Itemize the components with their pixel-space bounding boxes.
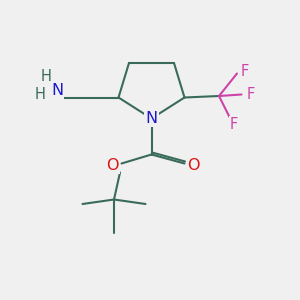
Text: O: O bbox=[106, 158, 119, 172]
Text: H: H bbox=[40, 69, 51, 84]
Text: N: N bbox=[51, 83, 63, 98]
Text: O: O bbox=[187, 158, 200, 172]
Text: N: N bbox=[146, 111, 158, 126]
Text: F: F bbox=[246, 87, 255, 102]
Text: F: F bbox=[240, 64, 249, 80]
Text: F: F bbox=[230, 117, 238, 132]
Text: H: H bbox=[35, 87, 46, 102]
